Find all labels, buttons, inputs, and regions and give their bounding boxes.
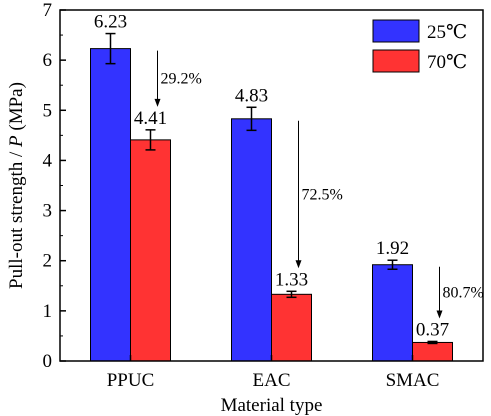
reduction-label-ppuc: 29.2% xyxy=(161,71,202,88)
x-tick-label-smac: SMAC xyxy=(386,370,440,391)
reduction-arrow-head xyxy=(295,260,302,269)
y-axis-title: Pull-out strength / P (MPa) xyxy=(6,82,27,289)
error-bar-25c-ppuc xyxy=(105,32,116,65)
reduction-arrow-ppuc: 29.2% xyxy=(154,50,202,107)
x-axis-title: Material type xyxy=(221,395,323,416)
y-tick-label: 0 xyxy=(43,351,53,372)
reduction-label-eac: 72.5% xyxy=(302,187,343,204)
error-bar-70c-ppuc xyxy=(145,129,156,151)
y-tick-label: 2 xyxy=(43,251,53,272)
legend-swatch xyxy=(372,19,420,43)
bar-25c-ppuc xyxy=(90,48,131,362)
y-axis-title-symbol: P xyxy=(6,135,27,148)
legend-item-70c: 70℃ xyxy=(372,49,467,73)
data-label-70c-ppuc: 4.41 xyxy=(134,108,167,129)
y-tick-label: 4 xyxy=(43,150,53,171)
legend-label: 25℃ xyxy=(427,22,467,43)
reduction-arrow-smac: 80.7% xyxy=(436,266,484,319)
error-bars-layer xyxy=(105,32,438,345)
error-bar-25c-smac xyxy=(387,259,398,270)
reduction-label-smac: 80.7% xyxy=(443,285,484,302)
data-label-25c-smac: 1.92 xyxy=(376,238,409,259)
legend: 25℃70℃ xyxy=(372,19,467,73)
data-labels-layer: 6.23 4.41 4.83 1.33 1.92 0.37 xyxy=(94,12,449,341)
bar-70c-eac xyxy=(271,293,312,362)
bar-25c-smac xyxy=(372,264,413,362)
x-tick-label-ppuc: PPUC xyxy=(107,370,155,391)
reduction-annotations: 29.2% 72.5% 80.7% xyxy=(154,50,484,319)
bar-70c-ppuc xyxy=(130,139,171,362)
y-axis: 0 1 2 3 4 5 6 7 xyxy=(43,0,66,372)
bars-layer xyxy=(90,48,453,362)
legend-swatch xyxy=(372,49,420,73)
y-tick-label: 6 xyxy=(43,50,53,71)
y-tick-label: 5 xyxy=(43,100,53,121)
data-label-25c-ppuc: 6.23 xyxy=(94,12,127,33)
y-axis-title-unit: (MPa) xyxy=(6,82,27,135)
data-label-70c-smac: 0.37 xyxy=(416,319,449,340)
y-tick-label: 7 xyxy=(43,0,53,21)
x-axis: PPUC EAC SMAC xyxy=(107,355,440,391)
reduction-arrow-head xyxy=(436,310,443,319)
legend-item-25c: 25℃ xyxy=(372,19,467,43)
legend-label: 70℃ xyxy=(427,52,467,73)
error-bar-70c-eac xyxy=(286,290,297,299)
data-label-25c-eac: 4.83 xyxy=(235,85,268,106)
error-bar-70c-smac xyxy=(427,340,438,345)
x-tick-label-eac: EAC xyxy=(253,370,291,391)
data-label-70c-eac: 1.33 xyxy=(275,269,308,290)
reduction-arrow-eac: 72.5% xyxy=(295,120,343,269)
y-tick-label: 3 xyxy=(43,201,53,222)
reduction-arrow-head xyxy=(154,98,161,107)
bar-25c-eac xyxy=(231,118,272,362)
y-axis-title-part1: Pull-out strength / xyxy=(6,147,27,289)
error-bar-25c-eac xyxy=(246,106,257,132)
y-tick-label: 1 xyxy=(43,301,53,322)
bar-70c-smac xyxy=(412,341,453,362)
